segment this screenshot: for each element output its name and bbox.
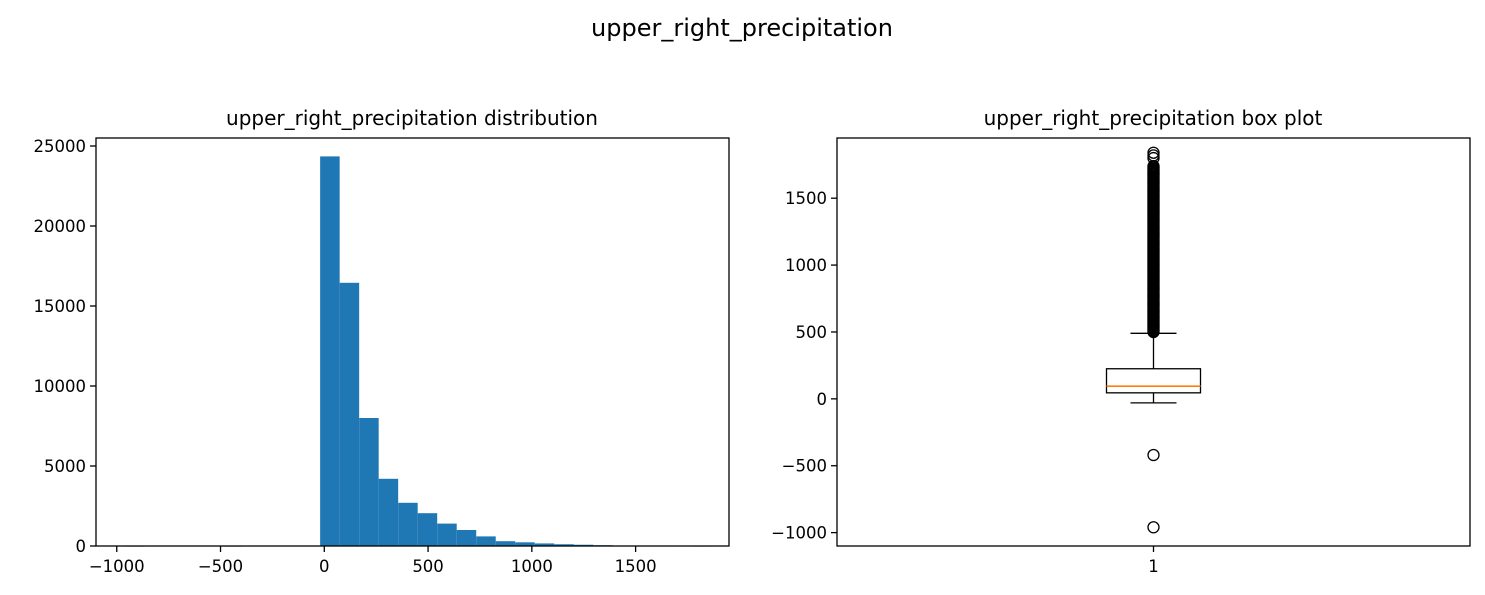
histogram-bars xyxy=(125,156,711,547)
boxplot-y-tick-label: −500 xyxy=(782,457,827,476)
boxplot-y-tick-label: 0 xyxy=(817,390,828,409)
boxplot-y-tick-label: 500 xyxy=(796,323,828,342)
histogram-bar xyxy=(339,282,360,546)
histogram-x-tick-label: 1500 xyxy=(615,557,657,576)
histogram-y-tick-label: 20000 xyxy=(34,217,87,236)
histogram-x-tick-label: −500 xyxy=(198,557,243,576)
histogram-y-tick-label: 0 xyxy=(76,537,87,556)
histogram-bar xyxy=(320,156,340,546)
boxplot-outlier xyxy=(1147,448,1160,462)
boxplot-outlier xyxy=(1147,146,1160,159)
histogram-x-tick-label: 0 xyxy=(319,557,330,576)
histogram-bar xyxy=(554,544,574,546)
boxplot-x-tick-label: 1 xyxy=(1148,557,1159,576)
histogram-bar xyxy=(495,541,516,546)
histogram-bar xyxy=(534,543,555,546)
histogram-x-axis: −1000 −500 0 500 1000 1500 xyxy=(89,546,657,576)
histogram-bar xyxy=(417,513,438,546)
histogram-y-tick-label: 25000 xyxy=(34,137,87,156)
boxplot-box xyxy=(1105,368,1202,394)
histogram-panel: upper_right_precipitation distribution −… xyxy=(34,106,730,576)
boxplot-frame xyxy=(836,137,1471,547)
histogram-bar xyxy=(456,530,477,546)
histogram-x-tick-label: 1000 xyxy=(511,557,553,576)
histogram-bar xyxy=(378,478,399,546)
boxplot-outliers xyxy=(1147,146,1160,534)
histogram-x-tick-label: −1000 xyxy=(89,557,145,576)
figure-title: upper_right_precipitation xyxy=(591,14,893,42)
histogram-bar xyxy=(476,536,496,546)
histogram-title: upper_right_precipitation distribution xyxy=(226,106,598,130)
boxplot-x-axis: 1 xyxy=(1148,546,1159,576)
histogram-bar xyxy=(437,523,457,546)
histogram-x-tick-label: 500 xyxy=(412,557,444,576)
boxplot-outlier xyxy=(1147,149,1160,162)
boxplot-body xyxy=(1105,146,1202,534)
histogram-bar xyxy=(398,502,418,546)
histogram-y-axis: 0 5000 10000 15000 20000 25000 xyxy=(34,137,96,556)
histogram-bar xyxy=(359,418,379,546)
histogram-frame xyxy=(95,137,730,547)
boxplot-outlier xyxy=(1147,521,1160,534)
boxplot-y-axis: −1000 −500 0 500 1000 1500 xyxy=(771,189,837,543)
histogram-y-tick-label: 10000 xyxy=(34,377,87,396)
boxplot-y-tick-label: 1500 xyxy=(785,189,827,208)
histogram-y-tick-label: 5000 xyxy=(44,457,86,476)
boxplot-title: upper_right_precipitation box plot xyxy=(984,106,1323,130)
boxplot-panel: upper_right_precipitation box plot 1 −10… xyxy=(771,106,1471,576)
boxplot-y-tick-label: −1000 xyxy=(771,524,827,543)
histogram-bar xyxy=(515,542,535,546)
histogram-y-tick-label: 15000 xyxy=(34,297,87,316)
boxplot-y-tick-label: 1000 xyxy=(785,256,827,275)
